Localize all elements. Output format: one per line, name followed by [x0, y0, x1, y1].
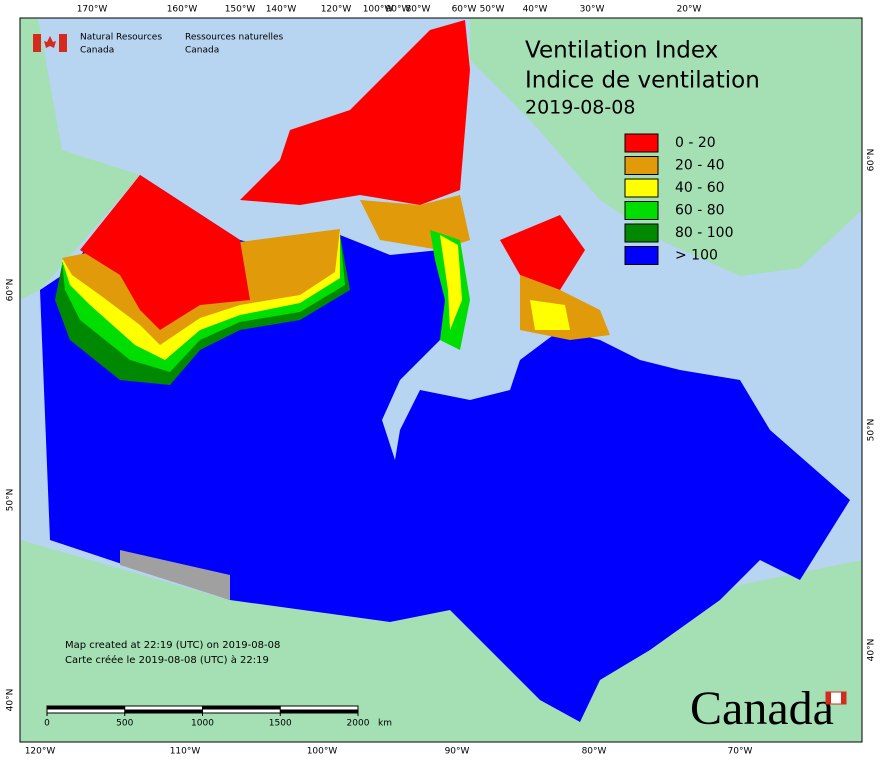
credit: Carte créée le 2019-08-08 (UTC) à 22:19 [65, 654, 269, 666]
graticule-label: 50°N [867, 419, 877, 442]
scale-segment [280, 709, 358, 713]
graticule-label: 40°N [867, 639, 877, 662]
agency-fr: Ressources naturelles [185, 33, 284, 43]
date: 2019-08-08 [525, 97, 635, 119]
legend-label: 80 - 100 [675, 225, 734, 241]
scale-label: 2000 [347, 719, 370, 729]
graticule-label: 160°W [167, 5, 198, 15]
graticule-label: 100°W [307, 747, 338, 757]
graticule-label: 30°W [580, 5, 605, 15]
graticule-label: 140°W [266, 5, 297, 15]
legend-swatch [624, 223, 659, 243]
graticule-label: 60°N [867, 149, 877, 172]
graticule-label: 60°W [452, 5, 477, 15]
graticule-label: 110°W [170, 747, 201, 757]
scale-label: 500 [116, 719, 133, 729]
graticule-label: 60°N [6, 279, 16, 302]
graticule-label: 100°W [363, 5, 394, 15]
wordmark-flag-bar [841, 692, 846, 704]
graticule-label: 170°W [77, 5, 108, 15]
agency-en: Natural Resources [80, 33, 162, 43]
agency-fr: Canada [185, 46, 219, 56]
graticule-label: 50°N [6, 489, 16, 512]
graticule-label: 120°W [25, 747, 56, 757]
legend-swatch [624, 246, 659, 265]
legend-label: 0 - 20 [675, 135, 716, 151]
quebec-north-yellow [530, 300, 570, 330]
title: Ventilation Index [525, 38, 718, 64]
scale-label: 1000 [191, 719, 214, 729]
scale-segment [202, 706, 281, 710]
graticule-label: 70°W [728, 747, 753, 757]
legend-label: 40 - 60 [675, 180, 725, 196]
flag-bar [33, 34, 41, 52]
wordmark-flag-bar [826, 692, 831, 704]
scale-segment [124, 709, 203, 713]
legend-label: 20 - 40 [675, 158, 725, 174]
quebec-north-red [500, 215, 585, 290]
scale-label: 0 [44, 719, 50, 729]
graticule-label: 20°W [677, 5, 702, 15]
credit: Map created at 22:19 (UTC) on 2019-08-08 [65, 640, 280, 651]
arctic-islands [240, 20, 470, 205]
map-frame [19, 17, 863, 743]
graticule-label: 120°W [321, 5, 352, 15]
band-0-20-west [80, 175, 250, 330]
legend-swatch [624, 133, 659, 153]
legend-swatch [624, 156, 659, 175]
agency-en: Canada [80, 46, 114, 56]
legend-label: > 100 [675, 248, 718, 264]
hudson-coast-yellow [440, 235, 462, 330]
graticule-label: 90°W [445, 747, 470, 757]
graticule-label: 150°W [225, 5, 256, 15]
legend-swatch [624, 178, 659, 198]
scale-unit: km [378, 719, 392, 729]
title-fr: Indice de ventilation [525, 68, 760, 94]
legend-swatch [624, 201, 659, 220]
flag-bar [59, 34, 67, 52]
flag-leaf [44, 36, 56, 48]
graticule-label: 80°W [406, 5, 431, 15]
scale-label: 1500 [269, 719, 292, 729]
legend-label: 60 - 80 [675, 203, 725, 219]
no-data [120, 550, 230, 600]
graticule-label: 40°W [523, 5, 548, 15]
scale-segment [47, 706, 125, 710]
usa [20, 540, 862, 742]
wordmark: Canada [690, 682, 834, 735]
graticule-label: 50°W [480, 5, 505, 15]
graticule-label: 40°N [6, 689, 16, 712]
alaska [20, 18, 140, 300]
greenland [470, 18, 862, 276]
graticule-label: 80°W [582, 747, 607, 757]
graticule-label: 90°W [386, 5, 411, 15]
